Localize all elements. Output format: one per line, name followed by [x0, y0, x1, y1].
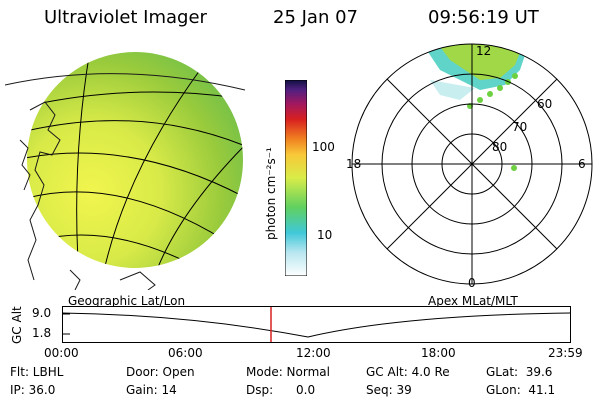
polar-plot — [351, 43, 593, 285]
mlt-label-18: 18 — [346, 157, 362, 171]
lat-lon-grid — [27, 52, 243, 268]
mlt-label-6: 6 — [578, 157, 586, 171]
geographic-panel-label: Geographic Lat/Lon — [68, 294, 186, 308]
info-glat: GLat: 39.6 — [486, 365, 553, 379]
altitude-timeline — [62, 306, 571, 343]
lat-label-60: 60 — [537, 97, 553, 111]
polar-grid — [351, 43, 593, 285]
app-title: Ultraviolet Imager — [44, 7, 207, 28]
alt-tick-9: 9.0 — [32, 306, 52, 320]
info-gain: Gain: 14 — [126, 383, 177, 397]
colorbar — [285, 80, 307, 276]
info-seq: Seq: 39 — [366, 383, 412, 397]
colorbar-tick-100: 100 — [312, 140, 335, 154]
altitude-curve — [62, 312, 571, 338]
auroral-emission-light — [430, 80, 475, 100]
time-tick-1200: 12:00 — [296, 346, 331, 360]
info-dsp: Dsp: 0.0 — [246, 383, 316, 397]
lat-label-80: 80 — [492, 140, 508, 154]
info-ip: IP: 36.0 — [10, 383, 56, 397]
mlt-label-0: 0 — [468, 276, 476, 290]
info-glon: GLon: 41.1 — [486, 383, 556, 397]
time-tick-0000: 00:00 — [44, 346, 79, 360]
mlt-label-12: 12 — [476, 44, 492, 58]
coastlines — [4, 73, 246, 290]
auroral-emission-green — [435, 44, 525, 80]
lat-label-70: 70 — [512, 120, 528, 134]
time-tick-2359: 23:59 — [548, 346, 583, 360]
info-door: Door: Open — [126, 365, 195, 379]
colorbar-unit-label: photon cm⁻²s⁻¹ — [264, 147, 278, 240]
colorbar-tick-10: 10 — [317, 228, 333, 242]
header-date: 25 Jan 07 — [273, 7, 358, 28]
alt-axis-label: GC Alt — [10, 306, 24, 344]
uv-emission-disk — [27, 52, 243, 268]
apex-panel-label: Apex MLat/MLT — [428, 294, 518, 308]
alt-tick-1-8: 1.8 — [32, 326, 52, 340]
info-gc-alt: GC Alt: 4.0 Re — [366, 365, 450, 379]
emission-dots — [467, 73, 518, 171]
time-tick-1800: 18:00 — [421, 346, 456, 360]
header-time: 09:56:19 UT — [428, 7, 539, 28]
earth-disk-image — [4, 52, 246, 290]
time-tick-0600: 06:00 — [168, 346, 203, 360]
info-filter: Flt: LBHL — [10, 365, 64, 379]
info-mode: Mode: Normal — [246, 365, 330, 379]
